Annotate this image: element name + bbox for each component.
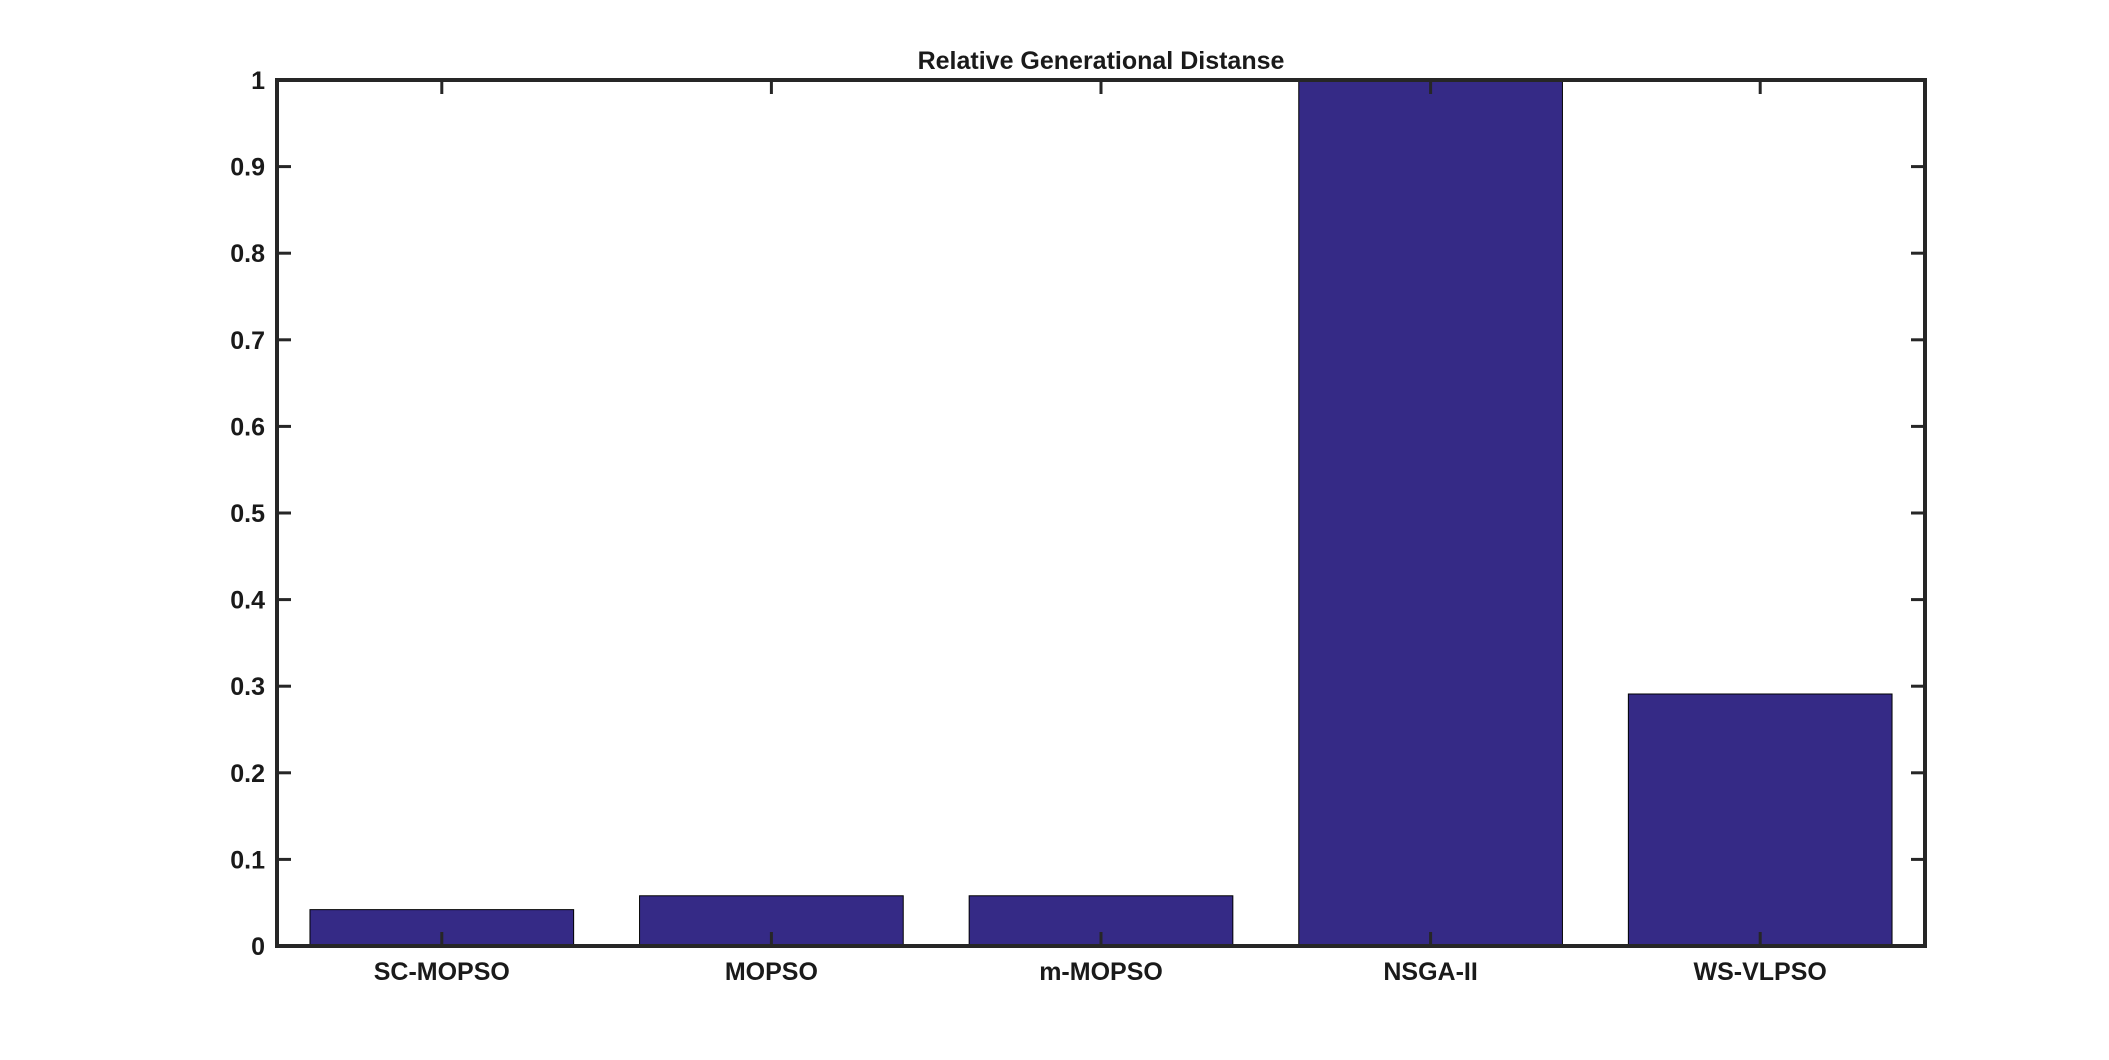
y-tick-label: 0.3 bbox=[230, 673, 265, 701]
y-tick-label: 0.1 bbox=[230, 846, 265, 874]
y-tick-label: 0.2 bbox=[230, 760, 265, 788]
y-ticks-group: 0 0.1 0.2 0.3 0.4 0.5 0.6 0.7 0.8 0.9 1 bbox=[230, 67, 1925, 961]
bar-ws-vlpso bbox=[1627, 693, 1893, 947]
x-tick-label: m-MOPSO bbox=[1039, 958, 1163, 986]
y-tick-label: 0.6 bbox=[230, 413, 265, 441]
x-tick-label: SC-MOPSO bbox=[374, 958, 510, 986]
x-tick-label: MOPSO bbox=[725, 958, 818, 986]
bars-group bbox=[309, 79, 1893, 947]
x-tick-label: WS-VLPSO bbox=[1694, 958, 1827, 986]
x-ticks-group: SC-MOPSO MOPSO m-MOPSO NSGA-II WS-VLPSO bbox=[374, 80, 1827, 986]
y-tick-label: 0.7 bbox=[230, 327, 265, 355]
y-tick-label: 0.9 bbox=[230, 154, 265, 182]
y-tick-label: 1 bbox=[251, 67, 265, 95]
y-tick-label: 0.8 bbox=[230, 240, 265, 268]
axes-box bbox=[275, 78, 1927, 948]
y-tick-label: 0.5 bbox=[230, 500, 265, 528]
bar-nsga-ii bbox=[1298, 79, 1563, 947]
y-tick-label: 0 bbox=[251, 933, 265, 961]
x-tick-label: NSGA-II bbox=[1383, 958, 1477, 986]
chart-title: Relative Generational Distanse bbox=[918, 47, 1285, 75]
y-tick-label: 0.4 bbox=[230, 587, 265, 615]
bar-m-mopso bbox=[968, 895, 1234, 947]
